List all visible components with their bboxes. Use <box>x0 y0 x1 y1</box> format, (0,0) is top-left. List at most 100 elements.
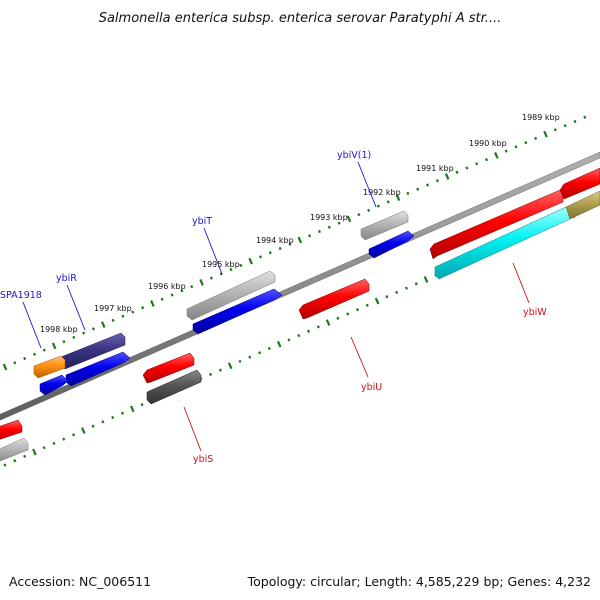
minor-tick <box>3 463 7 467</box>
kbp-label: 1996 kbp <box>148 282 186 291</box>
minor-tick <box>258 255 263 259</box>
minor-tick <box>337 221 341 225</box>
leader-ybiR <box>66 284 86 331</box>
major-tick <box>150 300 155 307</box>
minor-tick <box>258 351 262 355</box>
minor-tick <box>316 325 320 329</box>
minor-tick <box>32 352 37 356</box>
minor-tick <box>82 331 86 335</box>
minor-tick <box>219 272 223 276</box>
major-tick <box>276 340 282 348</box>
minor-tick <box>140 402 144 407</box>
minor-tick <box>268 251 272 255</box>
minor-tick <box>131 310 135 314</box>
minor-tick <box>288 242 292 246</box>
minor-tick <box>416 187 420 191</box>
kbp-labels: 1989 kbp 1990 kbp 1991 kbp 1992 kbp 1993… <box>40 113 560 334</box>
minor-tick <box>91 327 95 331</box>
minor-tick <box>524 140 528 145</box>
kbp-label: 1992 kbp <box>363 188 401 197</box>
gene-ybiT[interactable] <box>186 270 276 321</box>
gene-spa1918[interactable] <box>33 355 66 379</box>
minor-tick <box>13 459 17 463</box>
minor-tick <box>435 179 439 183</box>
gene-ybiW[interactable] <box>429 189 564 260</box>
minor-tick <box>287 338 291 342</box>
minor-tick <box>308 234 312 238</box>
major-tick <box>100 321 106 329</box>
minor-tick <box>504 149 508 153</box>
minor-tick <box>180 289 184 293</box>
minor-tick <box>62 437 66 441</box>
minor-tick <box>190 284 194 289</box>
major-tick <box>494 151 499 159</box>
minor-tick <box>101 420 105 424</box>
major-tick <box>2 363 8 371</box>
gene-spa1918-cds[interactable] <box>39 374 69 396</box>
gene-left-edge-red[interactable] <box>0 419 23 441</box>
minor-tick <box>13 361 17 365</box>
accession-text: Accession: NC_006511 <box>9 574 151 589</box>
minor-tick <box>406 191 410 196</box>
major-tick <box>51 342 57 350</box>
minor-tick <box>327 225 331 229</box>
minor-tick <box>376 204 380 208</box>
major-tick <box>80 427 86 434</box>
minor-tick <box>395 290 399 295</box>
minor-tick <box>248 355 252 359</box>
minor-tick <box>218 368 222 372</box>
leader-ybiS <box>183 406 202 452</box>
minor-tick <box>465 166 469 170</box>
gene-label-ybiT[interactable]: ybiT <box>192 216 212 227</box>
minor-tick <box>62 339 66 344</box>
minor-tick <box>514 145 518 149</box>
kbp-label: 1991 kbp <box>416 164 454 173</box>
major-tick <box>423 276 429 283</box>
gene-label-ybiS[interactable]: ybiS <box>193 454 213 465</box>
gene-ybiV1-cds[interactable] <box>368 230 415 259</box>
minor-tick <box>563 124 567 128</box>
minor-tick <box>355 308 360 312</box>
major-tick <box>444 173 450 180</box>
kbp-label: 1993 kbp <box>310 213 348 222</box>
gene-ybiU[interactable] <box>298 278 370 320</box>
minor-tick <box>386 200 390 204</box>
gene-left-edge-gray[interactable] <box>0 437 29 463</box>
minor-tick <box>297 333 301 338</box>
gene-ybiT-cds[interactable] <box>192 288 283 335</box>
gene-label-ybiV1[interactable]: ybiV(1) <box>337 150 371 161</box>
major-tick <box>346 215 352 223</box>
leader-ybiW <box>512 262 530 304</box>
minor-tick <box>278 246 282 251</box>
topology-summary: Topology: circular; Length: 4,585,229 bp… <box>247 574 591 589</box>
gene-label-ybiW[interactable]: ybiW <box>523 307 547 318</box>
major-tick <box>32 448 37 456</box>
leader-spa1918 <box>22 301 42 349</box>
gene-label-spa1918[interactable]: SPA1918 <box>0 290 42 301</box>
genome-backbone <box>0 151 600 421</box>
gene-ybiV1[interactable] <box>360 210 409 241</box>
major-tick <box>374 297 380 305</box>
kbp-label: 1995 kbp <box>202 260 240 269</box>
gene-label-ybiR[interactable]: ybiR <box>56 273 77 284</box>
gene-right-edge-olive[interactable] <box>565 190 600 220</box>
leader-ybiU <box>350 336 369 378</box>
gene-label-ybiU[interactable]: ybiU <box>361 382 382 393</box>
minor-tick <box>238 359 242 364</box>
minor-tick <box>111 318 115 323</box>
minor-tick <box>160 297 164 301</box>
kbp-label: 1997 kbp <box>94 304 132 313</box>
leader-ybiT <box>203 227 223 275</box>
gene-ybiS-cds[interactable] <box>146 369 202 405</box>
gene-right-edge-red[interactable] <box>559 167 600 200</box>
minor-tick <box>317 229 322 234</box>
minor-tick <box>111 415 115 420</box>
minor-tick <box>385 295 389 299</box>
minor-tick <box>404 286 408 290</box>
minor-tick <box>553 128 557 132</box>
minor-tick <box>229 267 233 272</box>
minor-tick <box>23 454 27 459</box>
map-title: Salmonella enterica subsp. enterica sero… <box>99 11 502 26</box>
gene-ybiS[interactable] <box>142 352 195 384</box>
minor-tick <box>583 115 587 119</box>
